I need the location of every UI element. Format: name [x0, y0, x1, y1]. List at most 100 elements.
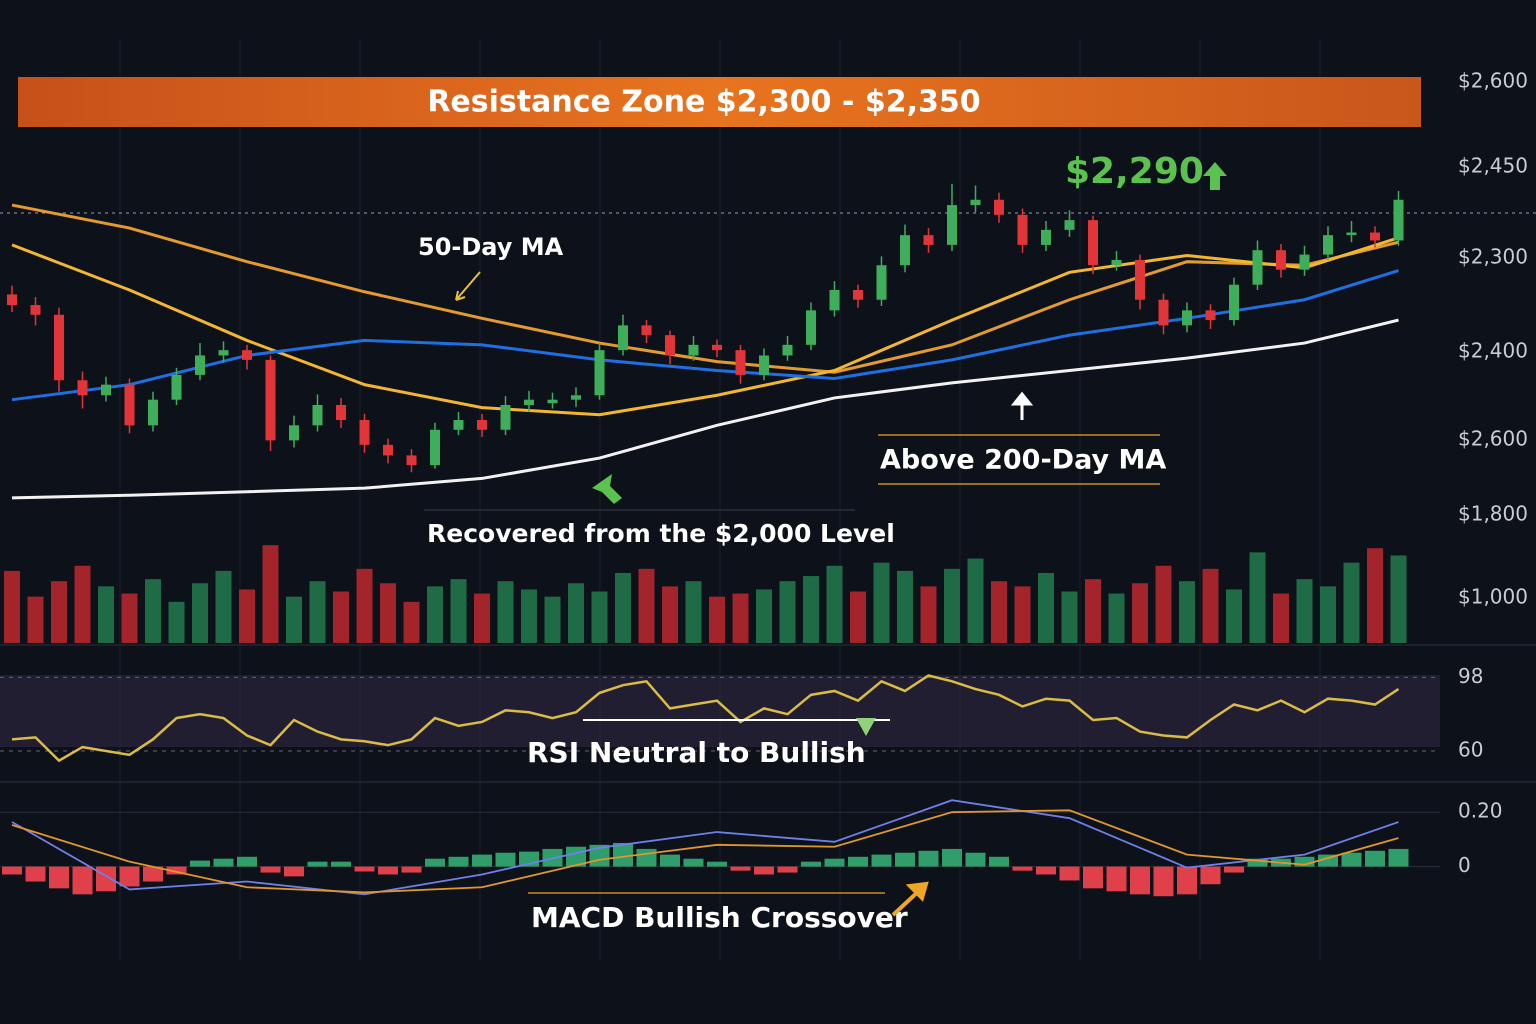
price-axis-label: $2,400 [1458, 339, 1528, 363]
candle-body [665, 335, 675, 356]
macd-histogram-bar [354, 866, 375, 872]
volume-bar [873, 562, 890, 643]
volume-bar [521, 589, 537, 643]
candle-body [735, 350, 746, 375]
volume-bar [98, 586, 114, 643]
volume-bar [1367, 548, 1383, 643]
candle-body [1158, 299, 1169, 326]
volume-bar [215, 570, 232, 643]
y-tick-label: 0 [1458, 853, 1471, 877]
macd-histogram-bar [965, 852, 986, 867]
macd-histogram-bar [613, 842, 633, 867]
macd-histogram-bar [942, 848, 962, 867]
volume-bar [333, 591, 349, 643]
volume-bar [1296, 579, 1313, 643]
candle-body [1276, 250, 1286, 270]
macd-histogram-bar [683, 858, 704, 867]
candle-body [829, 290, 840, 311]
candle-body [500, 405, 511, 430]
macd-label: MACD Bullish Crossover [531, 901, 908, 934]
indicator-line [11, 203, 1399, 374]
macd-histogram-bar [495, 852, 516, 867]
recovery-arrow [592, 474, 622, 504]
candle-body [1135, 259, 1145, 300]
volume-bar [1014, 586, 1031, 643]
volume-bar [1179, 581, 1195, 643]
macd-histogram-bar [260, 866, 281, 873]
candle-body [1252, 250, 1263, 285]
macd-arrow [891, 881, 929, 917]
macd-histogram-bar [2, 866, 22, 875]
macd-histogram-bar [801, 861, 821, 867]
candle-body [477, 420, 487, 430]
volume-bar [591, 591, 608, 643]
candle-body [289, 425, 299, 441]
candle-body [1111, 259, 1122, 266]
candle-body [876, 265, 887, 300]
candle-body [124, 384, 135, 426]
macd-histogram-bar [1083, 866, 1103, 889]
volume-bar [262, 545, 279, 643]
candle-body [1229, 284, 1239, 321]
volume-bar [662, 586, 678, 643]
candle-body [947, 205, 957, 245]
volume-bar [944, 568, 960, 643]
candle-body [148, 399, 158, 426]
volume-bar [1249, 552, 1266, 643]
volume-bar [544, 596, 561, 643]
candle-body [782, 344, 793, 356]
up-arrow [1203, 162, 1227, 190]
candle-body [712, 344, 722, 351]
macd-histogram-bar [143, 866, 163, 882]
volume-bar [1343, 562, 1360, 643]
candle-body [1182, 310, 1192, 326]
candle-body [195, 355, 205, 375]
candle-body [265, 359, 276, 441]
macd-histogram-bar [730, 866, 751, 871]
macd-histogram-bar [636, 848, 657, 867]
volume-bar [967, 558, 984, 643]
macd-histogram-bar [378, 866, 398, 875]
ma200-label: Above 200-Day MA [880, 445, 1166, 476]
candle-body [453, 420, 464, 430]
ma50-arrow [455, 271, 481, 301]
volume-bar [51, 581, 67, 643]
volume-bar [403, 601, 420, 643]
macd-histogram-bar [707, 861, 727, 867]
candle-body [312, 405, 323, 426]
candle-body [806, 310, 816, 345]
candle-body [1370, 232, 1380, 241]
indicator-line [11, 799, 1399, 896]
candle-body [1064, 220, 1075, 230]
macd-histogram-bar [472, 854, 492, 867]
indicator-line [11, 318, 1399, 500]
volume-bar [1390, 555, 1407, 643]
plot-area [0, 183, 1440, 897]
recovered-label: Recovered from the $2,000 Level [427, 519, 895, 548]
macd-histogram-bar [237, 856, 257, 867]
volume-bar [286, 596, 302, 643]
macd-histogram-bar [25, 866, 46, 882]
candle-body [1088, 220, 1098, 266]
macd-histogram-bar [871, 854, 892, 867]
volume-bar [27, 596, 44, 643]
volume-bar [991, 581, 1007, 643]
macd-histogram-bar [754, 866, 774, 875]
volume-bar [192, 583, 208, 643]
indicator-line [11, 809, 1399, 894]
volume-bar [121, 593, 138, 643]
price-axis-label: $1,000 [1458, 585, 1528, 609]
price-axis-label: $2,600 [1458, 69, 1528, 93]
volume-bar [474, 593, 490, 643]
candle-body [171, 374, 182, 400]
y-tick-label: 0.20 [1458, 799, 1503, 823]
macd-histogram-bar [1318, 854, 1338, 867]
candle-body [430, 429, 440, 466]
macd-histogram-bar [918, 850, 939, 867]
price-axis-label: $2,300 [1458, 245, 1528, 269]
macd-histogram-bar [1388, 848, 1409, 867]
macd-histogram-bar [425, 858, 445, 867]
volume-bar [685, 581, 702, 643]
macd-histogram-bar [1224, 866, 1244, 873]
